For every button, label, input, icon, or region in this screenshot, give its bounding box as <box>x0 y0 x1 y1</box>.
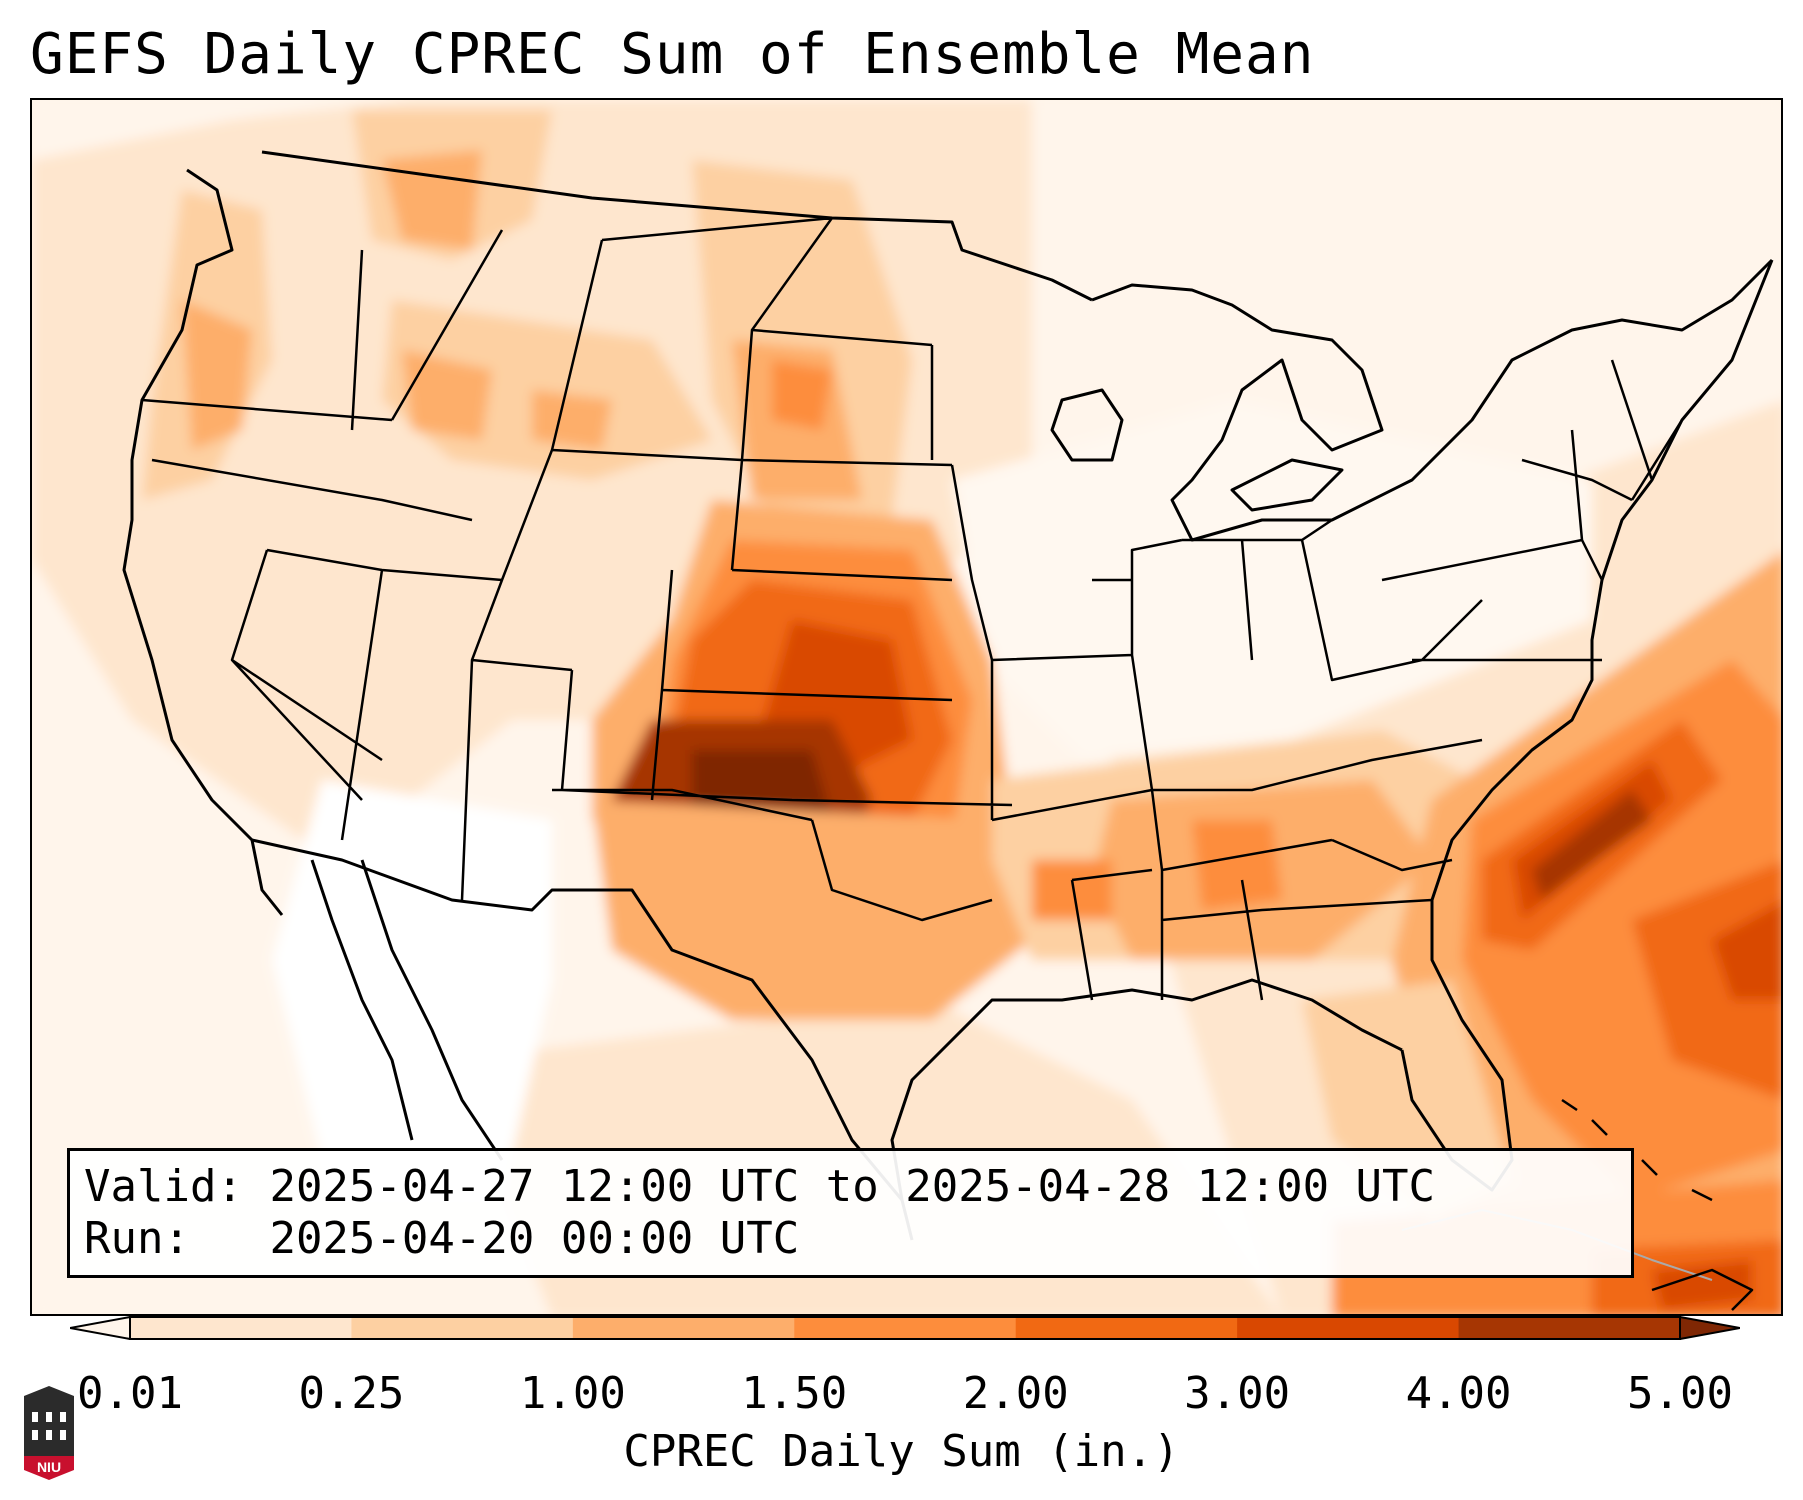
gulf-coastline <box>890 978 1403 1241</box>
colorbar-segment <box>130 1317 352 1339</box>
logo-text: NIU <box>37 1459 61 1475</box>
colorbar-segment <box>572 1317 795 1339</box>
colorbar-tick-label: 1.50 <box>741 1368 848 1419</box>
colorbar-segment <box>1015 1317 1238 1339</box>
precip-field <box>32 100 1781 1314</box>
colorbar-over-arrow <box>1679 1316 1740 1340</box>
colorbar-tick-label: 0.01 <box>77 1368 183 1419</box>
colorbar-segment <box>1237 1317 1460 1339</box>
colorbar-tick-label: 1.00 <box>519 1368 626 1419</box>
great-lakes-outline <box>1091 258 1774 542</box>
west-coastline <box>122 168 284 916</box>
colorbar-frame <box>129 1316 1681 1340</box>
state-lines <box>141 216 1684 1001</box>
valid-range: 2025-04-27 12:00 UTC to 2025-04-28 12:00… <box>269 1161 1436 1212</box>
mexico-border <box>251 838 904 1201</box>
colorbar-tick-label: 0.25 <box>298 1368 405 1419</box>
colorbar-segment <box>794 1317 1017 1339</box>
colorbar-tick-label: 4.00 <box>1405 1368 1512 1419</box>
colorbar-under-arrow <box>70 1316 131 1340</box>
valid-label: Valid: <box>84 1161 243 1212</box>
colorbar-segment <box>1458 1317 1681 1339</box>
colorbar-tick-label: 5.00 <box>1627 1368 1733 1419</box>
northern-border <box>261 150 1093 302</box>
niu-logo: NIU <box>24 1386 74 1480</box>
colorbar-segment <box>351 1317 574 1339</box>
run-label: Run: <box>84 1213 190 1264</box>
colorbar <box>70 1316 1740 1340</box>
colorbar-label: CPREC Daily Sum (in.) <box>623 1426 1180 1477</box>
valid-run-info-box: Valid: 2025-04-27 12:00 UTC to 2025-04-2… <box>67 1148 1634 1278</box>
page-title: GEFS Daily CPREC Sum of Ensemble Mean <box>30 22 1315 87</box>
colorbar-tick-label: 2.00 <box>962 1368 1069 1419</box>
run-time: 2025-04-20 00:00 UTC <box>269 1213 800 1264</box>
precipitation-map <box>30 98 1783 1316</box>
colorbar-tick-label: 3.00 <box>1184 1368 1291 1419</box>
